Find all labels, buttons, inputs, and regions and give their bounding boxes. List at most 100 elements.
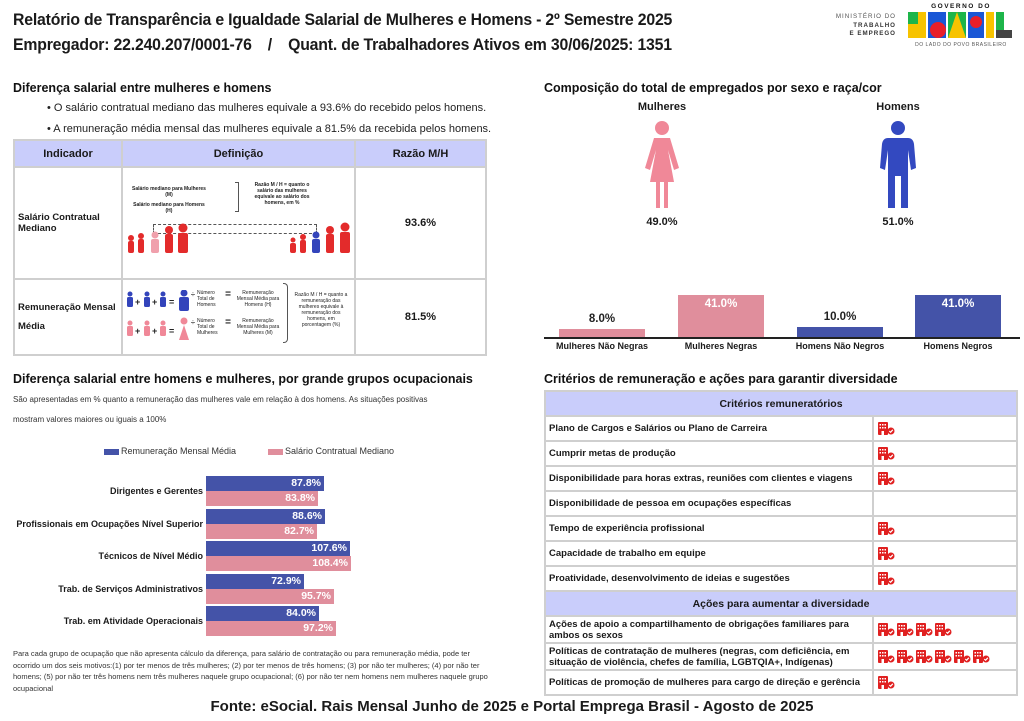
equals-op: = bbox=[225, 289, 231, 300]
company-check-icon bbox=[878, 572, 895, 585]
ministry-logo-line: TRABALHO bbox=[853, 21, 896, 29]
table-row: Políticas de promoção de mulheres para c… bbox=[544, 669, 1018, 696]
company-check-icon bbox=[878, 623, 895, 636]
table-row: Disponibilidade de pessoa em ocupações e… bbox=[544, 490, 1018, 517]
company-check-icon bbox=[973, 650, 990, 663]
table-row: Políticas de contratação de mulheres (ne… bbox=[544, 642, 1018, 671]
bar-value-label: 72.9% bbox=[271, 574, 301, 587]
column-value-label: 10.0% bbox=[823, 311, 857, 323]
def-men-count: Número Total de Homens bbox=[197, 290, 216, 308]
section-header: Ações para aumentar a diversidade bbox=[544, 590, 1018, 617]
bar-value-label: 97.2% bbox=[303, 622, 333, 634]
hbar-salario: 108.4% bbox=[206, 556, 351, 571]
bar-value-label: 87.8% bbox=[291, 477, 321, 489]
criteria-section-header: Critérios remuneratórios bbox=[544, 390, 1018, 417]
svg-text:=: = bbox=[169, 326, 174, 336]
def-women-result: Remuneração Mensal Média para Mulheres (… bbox=[236, 318, 280, 336]
bar-value-label: 95.7% bbox=[301, 589, 331, 602]
def-women-count: Número Total de Mulheres bbox=[197, 318, 218, 336]
company-check-icon bbox=[878, 447, 895, 460]
criteria-table: Critérios remuneratórios Plano de Cargos … bbox=[544, 390, 1018, 696]
table-row: Proatividade, desenvolvimento de ideias … bbox=[544, 565, 1018, 592]
bar-value-label: 108.4% bbox=[312, 557, 348, 569]
legend-label: Remuneração Mensal Média bbox=[121, 446, 237, 456]
company-check-icon bbox=[878, 522, 895, 535]
company-check-icon bbox=[954, 650, 971, 663]
svg-text:+: + bbox=[135, 326, 140, 336]
separator: / bbox=[267, 35, 273, 54]
indicator-table-header: Indicador Definição Razão M/H bbox=[13, 139, 487, 168]
company-check-icon bbox=[878, 472, 895, 485]
col-header-indicador: Indicador bbox=[13, 139, 123, 168]
men-label: Homens bbox=[876, 101, 920, 113]
definition-illustration: Salário mediano para Mulheres (M) Salári… bbox=[121, 166, 356, 280]
column-bar bbox=[915, 295, 1001, 337]
criteria-icons bbox=[872, 440, 1018, 467]
criteria-label: Políticas de contratação de mulheres (ne… bbox=[544, 642, 874, 671]
race-composition-chart: 8.0% Mulheres Não Negras 41.0% Mulheres Neg… bbox=[544, 285, 1020, 355]
bar-value-label: 82.7% bbox=[284, 524, 314, 537]
brace-icon bbox=[283, 283, 288, 343]
ratio-value: 81.5% bbox=[354, 278, 487, 356]
company-check-icon bbox=[878, 676, 895, 689]
def-ratio: Razão M / H = quanto a remuneração das m… bbox=[294, 292, 348, 328]
category-label: Técnicos de Nível Médio bbox=[98, 551, 203, 561]
occupational-title: Diferença salarial entre homens e mulher… bbox=[13, 372, 473, 386]
hbar-remuneracao: 87.8% bbox=[206, 476, 324, 491]
column-value-label: 41.0% bbox=[704, 298, 738, 310]
column-category-label: Homens Negros bbox=[923, 341, 993, 351]
criteria-icons bbox=[872, 642, 1018, 671]
legend-item-salario: Salário Contratual Mediano bbox=[268, 446, 394, 456]
gov-brasil-logo: GOVERNO DO DO LADO DO POVO BRASILEIRO bbox=[906, 3, 1016, 48]
gov-logo-bottom: DO LADO DO POVO BRASILEIRO bbox=[915, 42, 1007, 48]
criteria-label: Políticas de promoção de mulheres para c… bbox=[544, 669, 874, 696]
employer-id: Empregador: 22.240.207/0001-76 bbox=[13, 35, 252, 54]
criteria-icons bbox=[872, 415, 1018, 442]
table-row: Tempo de experiência profissional bbox=[544, 515, 1018, 542]
men-pct: 51.0% bbox=[882, 216, 914, 228]
employer-line: Empregador: 22.240.207/0001-76 / Quant. … bbox=[13, 35, 672, 55]
svg-text:+: + bbox=[135, 297, 140, 307]
criteria-icons bbox=[872, 515, 1018, 542]
active-workers: Quant. de Trabalhadores Ativos em 30/06/… bbox=[288, 35, 672, 54]
criteria-label: Ações de apoio a compartilhamento de obr… bbox=[544, 615, 874, 644]
ministry-logo: MINISTÉRIO DO TRABALHO E EMPREGO bbox=[820, 13, 896, 39]
table-row: Cumprir metas de produção bbox=[544, 440, 1018, 467]
column-category-label: Mulheres Não Negras bbox=[555, 341, 649, 351]
criteria-label: Proatividade, desenvolvimento de ideias … bbox=[544, 565, 874, 592]
hbar-salario: 83.8% bbox=[206, 491, 318, 506]
indicator-table: Indicador Definição Razão M/H Salário Co… bbox=[13, 139, 487, 356]
hbar-remuneracao: 72.9% bbox=[206, 573, 304, 589]
criteria-title: Critérios de remuneração e ações para ga… bbox=[544, 372, 898, 386]
sum-people-icon: + + = + + = bbox=[127, 290, 189, 340]
col-header-razao: Razão M/H bbox=[354, 139, 487, 168]
indicator-name: Salário Contratual Mediano bbox=[13, 166, 123, 280]
svg-text:+: + bbox=[152, 326, 157, 336]
brasil-wordmark-icon bbox=[908, 12, 1012, 38]
def-ratio: Razão M / H = quanto o salário das mulhe… bbox=[254, 182, 310, 206]
gov-logo-top: GOVERNO DO bbox=[931, 3, 991, 10]
occupational-subtitle: São apresentadas em % quanto a remuneraç… bbox=[13, 395, 428, 404]
company-check-icon bbox=[897, 623, 914, 636]
criteria-label: Capacidade de trabalho em equipe bbox=[544, 540, 874, 567]
criteria-icons bbox=[872, 540, 1018, 567]
company-check-icon bbox=[878, 422, 895, 435]
legend-swatch bbox=[104, 448, 119, 455]
company-check-icon bbox=[916, 623, 933, 636]
column-bar bbox=[559, 329, 645, 337]
table-row: Salário Contratual Mediano Salário media… bbox=[13, 166, 487, 280]
company-check-icon bbox=[897, 650, 914, 663]
equals-op: = bbox=[225, 317, 231, 328]
criteria-section-header: Ações para aumentar a diversidade bbox=[544, 590, 1018, 617]
table-row: Ações de apoio a compartilhamento de obr… bbox=[544, 615, 1018, 644]
legend-item-remuneracao: Remuneração Mensal Média bbox=[104, 446, 236, 456]
bar-value-label: 84.0% bbox=[286, 607, 316, 619]
criteria-label: Disponibilidade de pessoa em ocupações e… bbox=[544, 490, 874, 517]
women-label: Mulheres bbox=[637, 101, 687, 113]
divide-op: ÷ bbox=[190, 290, 196, 299]
source-footer: Fonte: eSocial. Rais Mensal Junho de 202… bbox=[210, 698, 814, 715]
hbar-remuneracao: 107.6% bbox=[206, 541, 350, 556]
ministry-logo-line: MINISTÉRIO DO bbox=[835, 13, 896, 20]
table-row: Disponibilidade para horas extras, reuni… bbox=[544, 465, 1018, 492]
salary-gap-title: Diferença salarial entre mulheres e home… bbox=[13, 81, 272, 95]
